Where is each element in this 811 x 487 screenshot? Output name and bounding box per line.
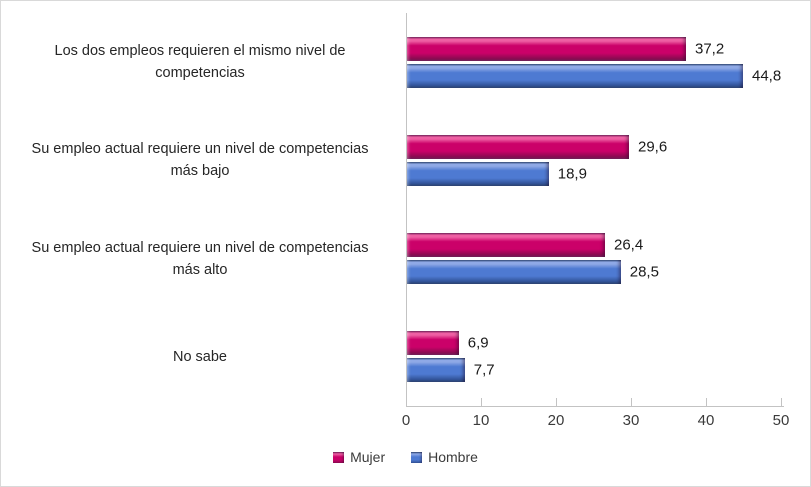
legend-item-mujer: Mujer — [333, 449, 385, 465]
x-axis-tick — [406, 398, 407, 407]
legend-item-hombre: Hombre — [411, 449, 478, 465]
bar-group: 6,9 7,7 — [407, 308, 782, 406]
value-label: 6,9 — [467, 334, 489, 352]
value-label: 18,9 — [557, 165, 587, 183]
legend-label: Mujer — [350, 449, 386, 465]
value-label: 37,2 — [695, 40, 725, 58]
x-axis-tick-label: 50 — [772, 412, 790, 429]
x-axis-tick-label: 30 — [622, 412, 640, 429]
category-label-line: más alto — [172, 261, 228, 278]
x-axis-line — [406, 406, 784, 407]
x-axis-tick — [781, 398, 782, 407]
category-label: Su empleo actual requiere un nivel de co… — [1, 210, 399, 308]
value-label: 26,4 — [614, 236, 644, 254]
value-label: 44,8 — [752, 67, 782, 85]
bar-hombre: 18,9 — [407, 161, 587, 186]
bar-hombre: 44,8 — [407, 63, 781, 88]
category-label: Su empleo actual requiere un nivel de co… — [1, 111, 399, 209]
category-label-line: Su empleo actual requiere un nivel de co… — [31, 239, 369, 256]
legend-swatch-mujer — [333, 451, 345, 463]
category-label-line: Los dos empleos requieren el mismo nivel… — [54, 43, 346, 60]
bar-mujer: 29,6 — [407, 134, 667, 159]
x-axis-tick — [481, 398, 482, 407]
bar-group: 26,4 28,5 — [407, 210, 782, 308]
bar-mujer: 6,9 — [407, 331, 489, 356]
legend-label: Hombre — [428, 449, 478, 465]
bar-mujer: 37,2 — [407, 36, 724, 61]
value-label: 29,6 — [638, 138, 668, 156]
category-label: No sabe — [1, 308, 399, 406]
value-label: 28,5 — [629, 263, 659, 281]
x-axis-tick-label: 40 — [697, 412, 715, 429]
category-label-line: competencias — [155, 65, 245, 82]
x-axis-tick-label: 20 — [547, 412, 565, 429]
bar-hombre: 28,5 — [407, 260, 659, 285]
legend: Mujer Hombre — [1, 449, 810, 465]
x-axis-tick — [631, 398, 632, 407]
category-label-line: No sabe — [172, 348, 227, 365]
category-label: Los dos empleos requieren el mismo nivel… — [1, 13, 399, 111]
bar-hombre: 7,7 — [407, 358, 495, 383]
bar-group: 37,2 44,8 — [407, 13, 782, 111]
plot-area: 37,2 44,8 29,6 18,9 26,4 28,5 6,9 7,7 — [406, 13, 782, 406]
x-axis-tick — [556, 398, 557, 407]
legend-swatch-hombre — [411, 451, 423, 463]
category-axis: Los dos empleos requieren el mismo nivel… — [1, 13, 399, 406]
x-axis-tick-label: 0 — [401, 412, 411, 429]
x-axis-tick — [706, 398, 707, 407]
bar-mujer: 26,4 — [407, 233, 643, 258]
bar-group: 29,6 18,9 — [407, 111, 782, 209]
value-label: 7,7 — [473, 361, 495, 379]
x-axis-tick-label: 10 — [472, 412, 490, 429]
category-label-line: más bajo — [170, 163, 230, 180]
category-label-line: Su empleo actual requiere un nivel de co… — [31, 141, 369, 158]
